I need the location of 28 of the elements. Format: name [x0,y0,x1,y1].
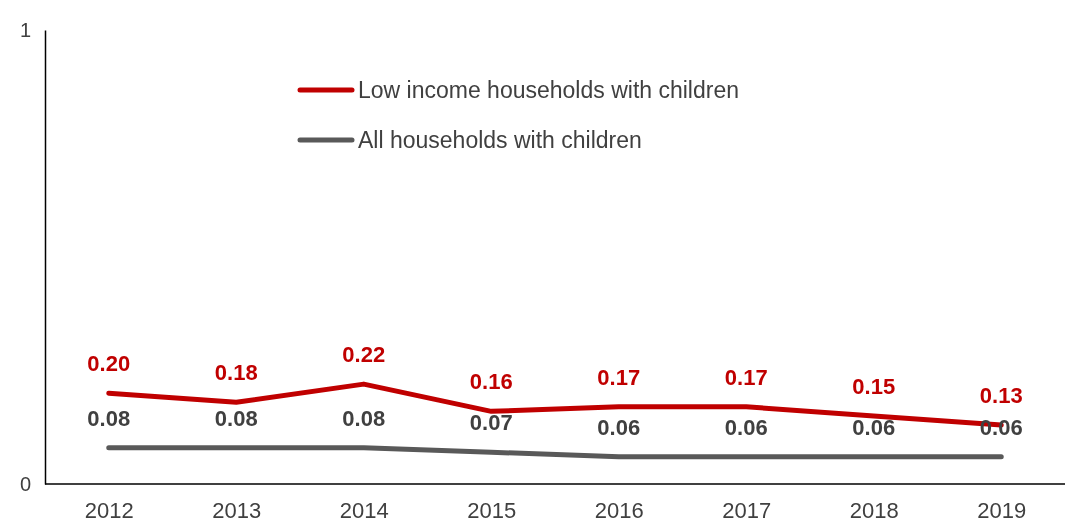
data-label: 0.17 [724,364,768,390]
data-label: 0.08 [87,405,131,431]
data-label: 0.06 [597,414,641,440]
data-label: 0.06 [979,414,1023,440]
y-tick-label: 1 [19,18,31,41]
data-label: 0.06 [724,414,768,440]
data-label: 0.18 [214,360,258,386]
x-tick-label: 2019 [977,497,1027,523]
x-tick-label: 2015 [467,497,517,523]
x-tick-label: 2018 [849,497,899,523]
legend-label: All households with children [358,127,642,153]
x-tick-label: 2013 [212,497,262,523]
data-label: 0.06 [852,414,896,440]
y-tick-label: 0 [19,472,31,495]
data-label: 0.15 [852,373,896,399]
legend-label: Low income households with children [358,77,739,103]
x-tick-label: 2014 [339,497,389,523]
data-label: 0.13 [979,382,1023,408]
data-label: 0.17 [597,364,641,390]
data-label: 0.07 [469,410,513,436]
data-label: 0.22 [342,342,386,368]
data-label: 0.16 [469,369,513,395]
data-label: 0.08 [342,405,386,431]
x-tick-label: 2012 [84,497,134,523]
data-label: 0.20 [87,351,131,377]
x-tick-label: 2016 [594,497,644,523]
data-label: 0.08 [214,405,258,431]
x-tick-label: 2017 [722,497,772,523]
